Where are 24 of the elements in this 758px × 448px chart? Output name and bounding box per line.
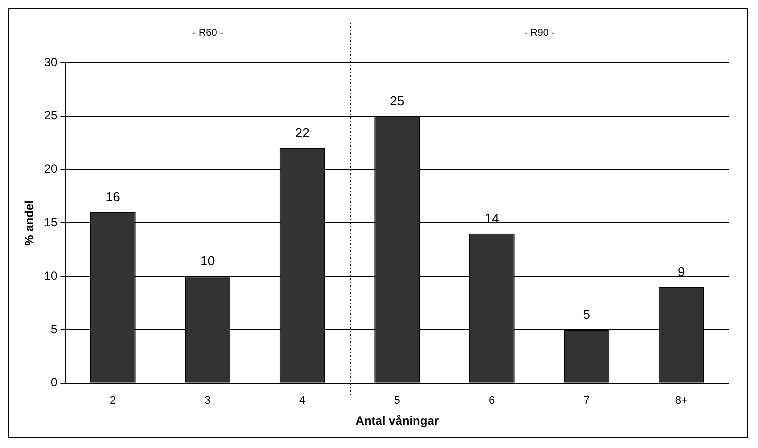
data-label: 25 — [390, 93, 405, 108]
data-label: 16 — [106, 190, 120, 205]
y-axis-title: % andel — [22, 200, 37, 246]
x-tick-label: 5 — [394, 395, 400, 408]
y-tick-label: 0 — [51, 376, 58, 390]
x-tick-label: 8+ — [675, 395, 688, 408]
data-label: 22 — [295, 126, 310, 141]
data-label: 10 — [200, 254, 216, 269]
y-tick-label: 10 — [44, 268, 58, 283]
x-tick-label: 4 — [300, 395, 306, 408]
x-tick-label: 7 — [584, 395, 590, 408]
y-tick-label: 5 — [51, 322, 58, 336]
y-tick-label: 15 — [44, 216, 58, 230]
x-tick-label: 6 — [489, 395, 496, 408]
y-tick-label: 30 — [44, 55, 58, 70]
text: - R60 - — [192, 28, 224, 39]
y-tick-label: 20 — [44, 162, 58, 176]
x-axis-title: Antal våningar — [356, 414, 440, 428]
x-tick-label: 3 — [204, 395, 211, 408]
text: - R90 - — [524, 28, 556, 39]
data-label: 9 — [678, 264, 686, 280]
x-tick-label: 2 — [110, 395, 116, 408]
y-tick-label: 25 — [44, 108, 58, 123]
data-label: 5 — [583, 307, 590, 322]
